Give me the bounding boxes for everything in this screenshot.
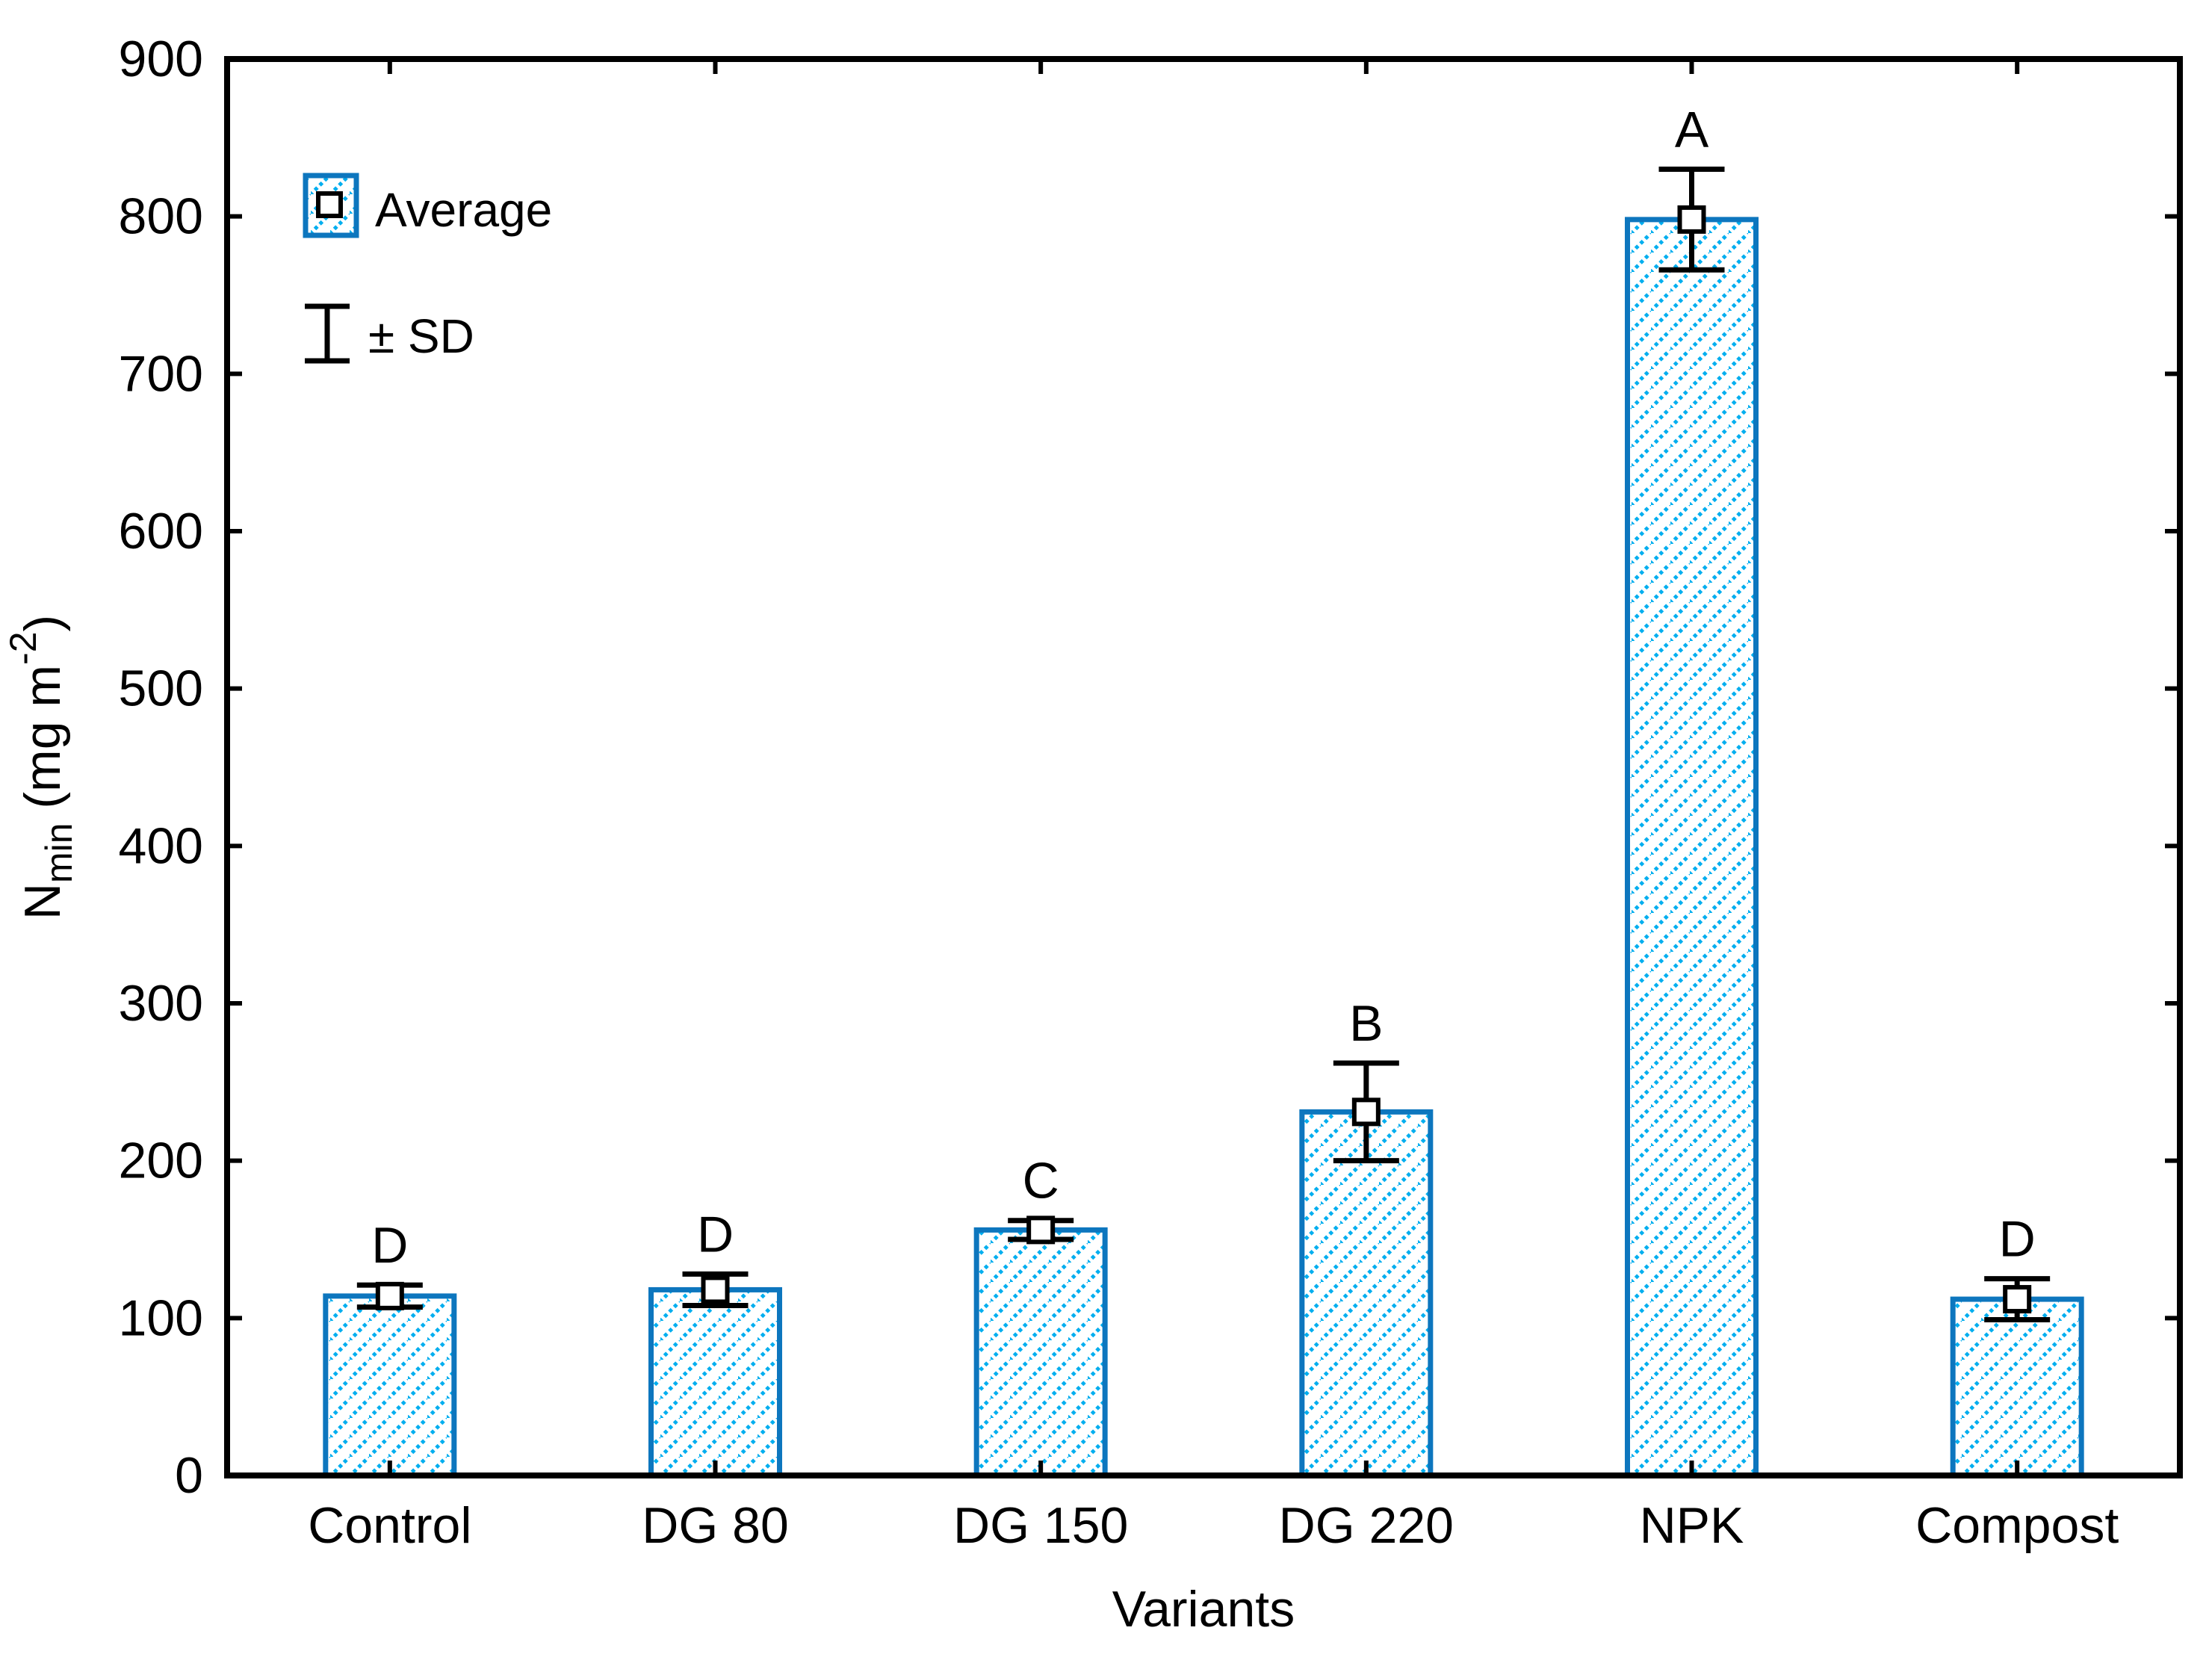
legend-average-swatch <box>303 173 359 238</box>
y-tick-label: 200 <box>119 1133 203 1189</box>
mean-marker-dg-80 <box>701 1275 730 1304</box>
legend-average-marker <box>316 191 343 218</box>
bars-layer <box>323 217 2084 1478</box>
y-axis-title-text: Nmin (mg m-2) <box>2 615 80 920</box>
x-tick-label: NPK <box>1640 1497 1744 1554</box>
plot-frame <box>224 56 2183 1478</box>
y-tick-label: 700 <box>119 345 203 402</box>
significance-letter-dg-80: D <box>697 1206 734 1263</box>
x-tick-label: DG 150 <box>953 1497 1128 1554</box>
significance-letter-dg-150: C <box>1023 1153 1059 1210</box>
y-tick-label: 500 <box>119 660 203 717</box>
x-axis-title: Variants <box>1112 1581 1295 1638</box>
y-tick-label: 900 <box>119 31 203 87</box>
bar-dg-150 <box>973 1227 1108 1478</box>
y-tick-label: 0 <box>175 1447 203 1504</box>
y-tick-label: 400 <box>119 817 203 874</box>
x-tick-label: Control <box>308 1497 471 1554</box>
legend-sd-label: ± SD <box>368 309 474 363</box>
bar-npk <box>1625 217 1759 1478</box>
significance-letter-dg-220: B <box>1349 995 1383 1052</box>
significance-letter-compost: D <box>1999 1211 2036 1268</box>
significance-letters-layer: D D C B A D <box>371 101 2035 1274</box>
y-tick-label: 100 <box>119 1289 203 1346</box>
y-axis-title: Nmin (mg m-2) <box>2 615 80 920</box>
bar-dg-220 <box>1299 1109 1434 1478</box>
y-tick-label: 800 <box>119 188 203 245</box>
x-tick-label: DG 220 <box>1279 1497 1454 1554</box>
mean-marker-dg-220 <box>1351 1097 1381 1127</box>
bar-compost <box>1950 1296 2084 1478</box>
legend-average-label: Average <box>375 183 552 237</box>
legend-sd-symbol <box>305 303 350 364</box>
y-tick-label: 300 <box>119 975 203 1032</box>
plot-border <box>224 56 2183 1478</box>
mean-marker-dg-150 <box>1026 1215 1056 1245</box>
significance-letter-npk: A <box>1675 101 1709 158</box>
bar-dg-80 <box>648 1286 782 1478</box>
mean-marker-npk <box>1677 205 1706 234</box>
error-bars-layer <box>356 166 2051 1322</box>
x-tick-label: DG 80 <box>642 1497 789 1554</box>
legend: Average ± SD <box>303 173 552 364</box>
ticks-layer: 0 100 200 300 400 500 600 700 800 900 Control DG 80… <box>119 31 2180 1554</box>
bar-control <box>323 1293 457 1478</box>
mean-marker-compost <box>2003 1285 2032 1314</box>
significance-letter-control: D <box>371 1217 408 1274</box>
mean-marker-control <box>375 1281 404 1310</box>
y-tick-label: 600 <box>119 503 203 560</box>
x-tick-label: Compost <box>1915 1497 2119 1554</box>
